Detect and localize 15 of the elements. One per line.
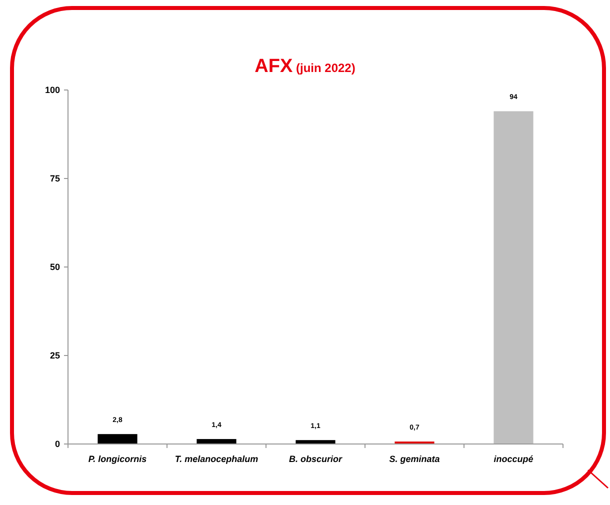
x-tick-label: T. melanocephalum — [174, 454, 258, 464]
bar — [494, 111, 534, 444]
y-tick-label: 75 — [50, 174, 60, 184]
x-tick-label: inoccupé — [494, 454, 534, 464]
bar — [296, 440, 336, 444]
chart-title: AFX (juin 2022) — [254, 56, 356, 77]
y-tick-label: 25 — [50, 350, 60, 361]
y-tick-label: 100 — [44, 85, 60, 96]
bar — [196, 439, 236, 444]
x-tick-label: P. longicornis — [88, 454, 147, 464]
x-tick-label: S. geminata — [389, 454, 440, 464]
x-tick-label: B. obscurior — [288, 454, 342, 464]
y-tick-label: 0 — [54, 439, 60, 450]
y-tick-label: 50 — [50, 262, 60, 272]
bar — [98, 434, 138, 444]
